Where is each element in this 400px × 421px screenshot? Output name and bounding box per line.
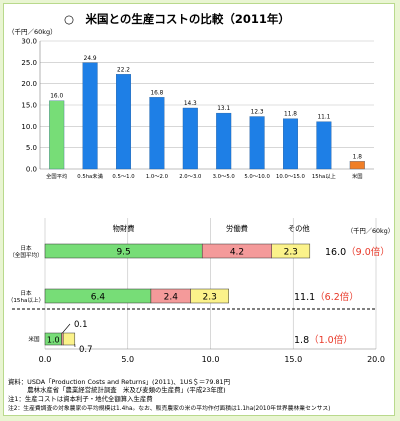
segment-value-label: 6.4 bbox=[91, 293, 106, 303]
row-total-label: 1.8（1.0倍） bbox=[294, 334, 353, 346]
total-value: 11.1 bbox=[294, 292, 315, 303]
segment-value-label: 0.7 bbox=[79, 345, 93, 355]
bar-9 bbox=[316, 121, 332, 170]
bar-value-label: 14.3 bbox=[184, 101, 197, 107]
row-label: （15ha以上） bbox=[8, 296, 44, 304]
segment-3 bbox=[190, 288, 229, 304]
leader-line bbox=[62, 323, 71, 334]
segment-value-label: 2.4 bbox=[164, 293, 179, 303]
bar-value-label: 16.8 bbox=[150, 90, 163, 96]
segment-value-label: 2.3 bbox=[203, 293, 217, 303]
figure-title: ○ 米国との生産コストの比較（2011年） bbox=[64, 12, 290, 26]
y-tick-label: 0.0 bbox=[26, 166, 37, 174]
x-tick-label: 1.0～2.0 bbox=[146, 174, 169, 180]
x-tick-label: 5.0 bbox=[121, 355, 134, 364]
y-tick-label: 30.0 bbox=[21, 38, 37, 46]
x-tick-label: 5.0～10.0 bbox=[244, 174, 270, 180]
bar-7 bbox=[249, 116, 265, 170]
ratio-value: （9.0倍） bbox=[346, 246, 390, 258]
bar-5 bbox=[182, 107, 198, 170]
row-label: 日本 bbox=[20, 289, 32, 297]
note-line: 注2：生産費調査の対象農家の平均規模は1.4ha。なお、販売農家の米の平均作付面… bbox=[8, 404, 330, 412]
bar-6 bbox=[216, 112, 232, 170]
row-total-label: 11.1（6.2倍） bbox=[294, 291, 359, 303]
y-tick-label: 5.0 bbox=[26, 144, 37, 152]
bar-value-label: 22.2 bbox=[117, 67, 130, 73]
bar-value-label: 1.8 bbox=[353, 154, 363, 160]
x-tick-label: 10.0～15.0 bbox=[276, 174, 306, 180]
bar-3 bbox=[116, 74, 131, 170]
row-total-label: 16.0（9.0倍） bbox=[325, 246, 390, 258]
note-line: 資料：USDA「Production Costs and Returns」(20… bbox=[8, 377, 230, 386]
note-line: 農林水産省「農業経営統計調査 米及び麦類の生産費」(平成23年度) bbox=[8, 385, 226, 394]
series-header-label: その他 bbox=[288, 224, 311, 233]
x-tick-label: 全国平均 bbox=[46, 172, 67, 180]
y-tick-label: 15.0 bbox=[21, 102, 37, 110]
total-value: 1.8 bbox=[294, 335, 309, 346]
source-notes: 資料：USDA「Production Costs and Returns」(20… bbox=[8, 377, 330, 412]
unit-label: （千円／60kg） bbox=[347, 226, 394, 235]
x-tick-label: 0.0 bbox=[39, 355, 52, 364]
ratio-value: （1.0倍） bbox=[309, 334, 353, 346]
series-header-label: 労働費 bbox=[226, 224, 248, 233]
bar-1 bbox=[49, 100, 65, 170]
row-label: 日本 bbox=[20, 244, 32, 252]
bar-10 bbox=[349, 161, 365, 170]
y-tick-label: 20.0 bbox=[21, 80, 37, 88]
bar-value-label: 16.0 bbox=[50, 94, 63, 100]
bar-value-label: 13.1 bbox=[217, 106, 230, 112]
y-tick-label: 10.0 bbox=[21, 123, 37, 131]
x-tick-label: 15ha以上 bbox=[312, 172, 337, 180]
ratio-value: （6.2倍） bbox=[315, 291, 359, 303]
bar-value-label: 11.1 bbox=[317, 115, 330, 121]
x-tick-label: 0.5～1.0 bbox=[112, 174, 135, 180]
bar-8 bbox=[283, 118, 298, 170]
bar-value-label: 12.3 bbox=[251, 110, 264, 116]
x-tick-label: 2.0～3.0 bbox=[179, 174, 202, 180]
segment-3 bbox=[271, 243, 311, 259]
segment-value-label: 4.2 bbox=[230, 248, 244, 258]
figure-frame: ○ 米国との生産コストの比較（2011年） （千円／60kg） 0.0 5.0 10.… bbox=[3, 3, 395, 416]
x-tick-label: 3.0～5.0 bbox=[213, 174, 236, 180]
total-value: 16.0 bbox=[325, 247, 346, 258]
segment-value-label: 1.0 bbox=[47, 336, 60, 345]
bar-value-label: 24.9 bbox=[84, 56, 97, 62]
chart-figure: ○ 米国との生産コストの比較（2011年） （千円／60kg） 0.0 5.0 10.… bbox=[8, 12, 394, 412]
bar-4 bbox=[149, 97, 165, 170]
x-tick-label: 0.5ha未満 bbox=[77, 172, 103, 180]
bar-2 bbox=[82, 62, 98, 170]
y-axis-unit-label: （千円／60kg） bbox=[8, 27, 57, 36]
x-tick-label: 米国 bbox=[352, 172, 363, 180]
x-tick-label: 20.0 bbox=[367, 355, 385, 364]
x-tick-label: 15.0 bbox=[284, 355, 302, 364]
segment-value-label: 9.5 bbox=[116, 248, 130, 258]
segment-value-label: 2.3 bbox=[284, 248, 298, 258]
segment-3 bbox=[62, 332, 76, 346]
bar-value-label: 11.8 bbox=[284, 112, 297, 118]
series-header-label: 物財費 bbox=[113, 224, 135, 233]
segment-value-label: 0.1 bbox=[74, 320, 88, 330]
note-line: 注1：生産コストは資本利子・地代全額算入生産費 bbox=[8, 394, 153, 403]
x-tick-label: 10.0 bbox=[202, 355, 220, 364]
row-label: （全国平均） bbox=[9, 251, 43, 259]
cost-by-farm-size-chart: （千円／60kg） 0.0 5.0 10.0 15.0 20.0 25.0 30.0 16.0 全… bbox=[8, 27, 374, 180]
row-label: 米国 bbox=[28, 335, 40, 343]
y-tick-label: 25.0 bbox=[21, 59, 37, 67]
